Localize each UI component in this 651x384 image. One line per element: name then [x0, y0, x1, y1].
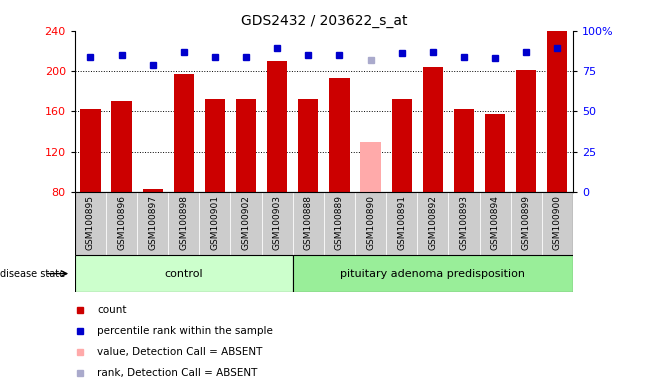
Bar [293, 192, 324, 255]
Bar [547, 31, 568, 192]
Bar [516, 70, 536, 192]
Text: GSM100895: GSM100895 [86, 195, 95, 250]
Bar [236, 99, 256, 192]
Text: value, Detection Call = ABSENT: value, Detection Call = ABSENT [97, 347, 262, 357]
Bar [485, 114, 505, 192]
Bar [298, 99, 318, 192]
Text: GSM100902: GSM100902 [242, 195, 251, 250]
Bar [355, 192, 386, 255]
Bar [417, 192, 449, 255]
Bar [391, 99, 412, 192]
Bar [174, 74, 194, 192]
Text: disease state: disease state [0, 268, 65, 279]
Text: pituitary adenoma predisposition: pituitary adenoma predisposition [340, 268, 525, 279]
Bar [267, 61, 287, 192]
Text: GSM100891: GSM100891 [397, 195, 406, 250]
Bar [293, 255, 573, 292]
Bar [449, 192, 480, 255]
Text: GSM100897: GSM100897 [148, 195, 157, 250]
Bar [262, 192, 293, 255]
Text: GSM100894: GSM100894 [491, 195, 499, 250]
Text: GSM100898: GSM100898 [179, 195, 188, 250]
Bar [230, 192, 262, 255]
Text: rank, Detection Call = ABSENT: rank, Detection Call = ABSENT [97, 368, 257, 378]
Text: GSM100896: GSM100896 [117, 195, 126, 250]
Text: percentile rank within the sample: percentile rank within the sample [97, 326, 273, 336]
Bar [205, 99, 225, 192]
Bar [137, 192, 168, 255]
Text: GSM100900: GSM100900 [553, 195, 562, 250]
Bar [106, 192, 137, 255]
Bar [143, 189, 163, 192]
Text: GSM100888: GSM100888 [304, 195, 313, 250]
Text: GSM100893: GSM100893 [460, 195, 469, 250]
Bar [480, 192, 510, 255]
Bar [386, 192, 417, 255]
Text: GSM100901: GSM100901 [210, 195, 219, 250]
Bar [542, 192, 573, 255]
Text: count: count [97, 305, 126, 314]
Bar [111, 101, 132, 192]
Bar [454, 109, 474, 192]
Bar [75, 255, 293, 292]
Bar [80, 109, 100, 192]
Bar [75, 192, 106, 255]
Text: GSM100889: GSM100889 [335, 195, 344, 250]
Bar [199, 192, 230, 255]
Text: GSM100899: GSM100899 [521, 195, 531, 250]
Bar [422, 67, 443, 192]
Bar [510, 192, 542, 255]
Text: control: control [165, 268, 203, 279]
Bar [361, 142, 381, 192]
Text: GSM100890: GSM100890 [366, 195, 375, 250]
Text: GSM100903: GSM100903 [273, 195, 282, 250]
Bar [324, 192, 355, 255]
Bar [329, 78, 350, 192]
Bar [168, 192, 199, 255]
Text: GSM100892: GSM100892 [428, 195, 437, 250]
Title: GDS2432 / 203622_s_at: GDS2432 / 203622_s_at [241, 14, 407, 28]
